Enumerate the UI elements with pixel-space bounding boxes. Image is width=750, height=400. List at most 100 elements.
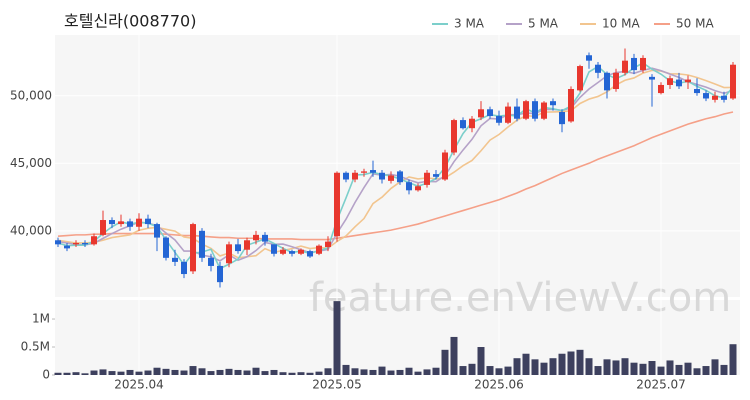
ma-line xyxy=(57,61,734,270)
y-tick-label: 45,000 xyxy=(10,156,52,170)
volume-bar xyxy=(342,364,350,375)
x-tick-label: 2025.04 xyxy=(114,378,164,392)
y-tick-label: 50,000 xyxy=(10,88,52,102)
candle-body xyxy=(613,72,619,90)
chart-title: 호텔신라(008770) xyxy=(64,12,196,31)
candle-body xyxy=(307,251,313,257)
volume-bar xyxy=(270,369,278,375)
candle-body xyxy=(343,172,349,180)
y-tick-label: 1M xyxy=(32,312,50,326)
volume-bar xyxy=(171,369,179,375)
legend-label: 10 MA xyxy=(602,17,640,31)
candle-body xyxy=(568,89,574,122)
candle-body xyxy=(64,245,70,249)
candle-body xyxy=(289,251,295,254)
candle-body xyxy=(352,172,358,180)
candle-body xyxy=(388,175,394,181)
candle-body xyxy=(325,241,331,248)
candle-body xyxy=(217,265,223,283)
candle-body xyxy=(631,57,637,71)
volume-bar xyxy=(630,362,638,375)
volume-bar xyxy=(279,372,287,375)
candle-body xyxy=(271,244,277,254)
candle-body xyxy=(640,57,646,71)
candle-body xyxy=(424,172,430,185)
candle-body xyxy=(460,120,466,129)
volume-bar xyxy=(450,336,458,375)
volume-bar xyxy=(576,349,584,375)
volume-bar xyxy=(378,366,386,375)
volume-bar xyxy=(558,353,566,375)
volume-bar xyxy=(567,351,575,375)
volume-bar xyxy=(234,369,242,375)
volume-bar xyxy=(126,369,134,375)
x-tick-label: 2025.05 xyxy=(312,378,362,392)
ma-line xyxy=(57,111,734,241)
volume-bar xyxy=(432,367,440,375)
x-tick-label: 2025.06 xyxy=(474,378,524,392)
candle-body xyxy=(235,244,241,252)
candle-body xyxy=(694,89,700,94)
volume-bar xyxy=(288,372,296,375)
candle-body xyxy=(154,224,160,238)
volume-bar xyxy=(144,370,152,375)
candle-body xyxy=(604,72,610,91)
candle-body xyxy=(298,249,304,254)
candle-body xyxy=(361,171,367,173)
candle-body xyxy=(595,64,601,73)
volume-bar xyxy=(180,370,188,375)
candle-body xyxy=(127,221,133,227)
candle-body xyxy=(721,95,727,100)
candle-body xyxy=(415,186,421,191)
candle-body xyxy=(406,182,412,191)
candle-body xyxy=(577,66,583,91)
candle-body xyxy=(118,221,124,225)
candle-body xyxy=(136,218,142,227)
candle-body xyxy=(451,120,457,153)
y-tick-label: 0 xyxy=(42,368,50,382)
candle-body xyxy=(487,109,493,117)
candle-body xyxy=(496,116,502,123)
ma-line xyxy=(57,69,734,259)
candle-body xyxy=(280,249,286,254)
volume-bar xyxy=(504,366,512,375)
candle-body xyxy=(172,257,178,262)
volume-bar xyxy=(675,364,683,375)
volume-bar xyxy=(513,358,521,375)
volume-bar xyxy=(243,370,251,375)
volume-bar xyxy=(585,358,593,375)
candle-body xyxy=(379,172,385,180)
candle-body xyxy=(397,171,403,183)
candle-body xyxy=(190,224,196,272)
volume-bar xyxy=(261,371,269,375)
candle-body xyxy=(442,152,448,180)
candle-body xyxy=(109,220,115,225)
volume-bar xyxy=(657,366,665,375)
volume-bar xyxy=(540,362,548,375)
volume-bar xyxy=(351,368,359,375)
volume-bar xyxy=(117,371,125,375)
volume-bar xyxy=(252,367,260,375)
candle-body xyxy=(262,234,268,242)
candle-body xyxy=(55,240,61,245)
candle-body xyxy=(91,236,97,245)
volume-bar xyxy=(216,369,224,375)
candle-body xyxy=(730,64,736,99)
candle-body xyxy=(676,79,682,87)
candle-body xyxy=(82,242,88,245)
volume-bar xyxy=(72,372,80,375)
price-panel xyxy=(55,35,740,297)
volume-bar xyxy=(405,367,413,375)
volume-bar xyxy=(324,368,332,375)
candle-body xyxy=(712,95,718,100)
volume-bar xyxy=(522,353,530,375)
volume-bar xyxy=(297,372,305,375)
ma-line xyxy=(57,67,734,262)
candle-body xyxy=(253,234,259,241)
volume-bar xyxy=(603,359,611,375)
volume-bar xyxy=(54,372,62,375)
candle-body xyxy=(316,245,322,254)
candle-body xyxy=(649,76,655,80)
volume-bar xyxy=(396,369,404,375)
